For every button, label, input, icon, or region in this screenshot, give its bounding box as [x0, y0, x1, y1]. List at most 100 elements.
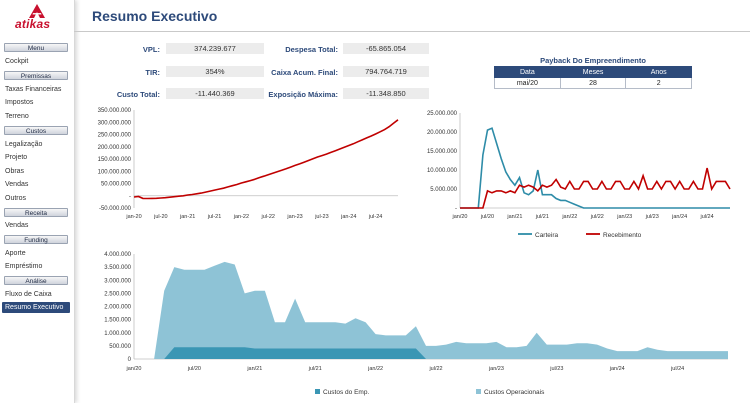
sidebar-section-funding[interactable]: Funding	[4, 235, 68, 244]
payback-title: Payback Do Empreendimento	[540, 56, 646, 65]
x-tick-label: jan/23	[616, 214, 632, 220]
y-tick-label: 15.000.000	[427, 149, 458, 155]
x-tick-label: jul/24	[670, 366, 684, 372]
sidebar-section-receita[interactable]: Receita	[4, 208, 68, 217]
y-tick-label: 300.000.000	[98, 120, 132, 126]
y-tick-label: 100.000.000	[98, 169, 132, 175]
y-tick-label: 2.500.000	[104, 291, 131, 297]
sidebar-item-resumo[interactable]: Resumo Executivo	[2, 302, 70, 313]
kpi-caixa-value: 794.764.719	[343, 66, 429, 77]
y-tick-label: 25.000.000	[427, 111, 458, 117]
y-tick-label: 350.000.000	[98, 108, 132, 114]
x-tick-label: jan/20	[126, 366, 142, 372]
sidebar-item-emprestimo[interactable]: Empréstimo	[5, 263, 43, 270]
sidebar-item-vendas-custos[interactable]: Vendas	[5, 181, 29, 188]
sidebar-item-projeto[interactable]: Projeto	[5, 154, 28, 161]
x-tick-label: jul-22	[261, 214, 275, 220]
x-tick-label: jul/23	[645, 214, 659, 220]
payback-cell-meses: 28	[559, 77, 627, 89]
x-tick-label: jan-24	[340, 214, 356, 220]
kpi-despesa-value: -65.865.054	[343, 43, 429, 54]
carteira-recebimento-chart: - 5.000.000 10.000.000 15.000.000 20.000.000…	[427, 111, 731, 239]
sidebar-item-outros[interactable]: Outros	[5, 195, 27, 202]
legend-custos-emp-label: Custos do Emp.	[323, 389, 369, 396]
y-tick-label: 0	[128, 357, 132, 363]
x-tick-label: jul/21	[535, 214, 549, 220]
x-tick-label: jul/20	[480, 214, 494, 220]
legend-custos-op-label: Custos Operacionais	[484, 389, 545, 396]
y-tick-label: 250.000.000	[98, 133, 132, 139]
sidebar-item-vendas-receita[interactable]: Vendas	[5, 222, 29, 229]
sidebar-section-custos[interactable]: Custos	[4, 126, 68, 135]
x-tick-label: jan-20	[125, 214, 141, 220]
header-divider	[74, 31, 750, 32]
series-line	[133, 119, 399, 200]
x-tick-label: jul/21	[308, 366, 322, 372]
kpi-tir-label: TIR:	[145, 68, 160, 77]
x-tick-label: jul/20	[187, 366, 201, 372]
legend-custos-emp-swatch	[315, 389, 320, 394]
legend-custos-op-swatch	[476, 389, 481, 394]
x-tick-label: jan/23	[488, 366, 504, 372]
y-tick-label: 1.500.000	[104, 318, 131, 324]
legend-recebimento-label: Recebimento	[603, 232, 642, 239]
legend-carteira-label: Carteira	[535, 232, 559, 239]
kpi-custo-label: Custo Total:	[116, 90, 160, 99]
x-tick-label: jan-23	[286, 214, 302, 220]
x-tick-label: jan-21	[179, 214, 195, 220]
kpi-caixa-label: Caixa Acum. Final:	[271, 68, 338, 77]
y-tick-label: 50.000.000	[101, 182, 132, 188]
y-tick-label: 1.000.000	[104, 331, 131, 337]
payback-header-anos: Anos	[625, 66, 692, 78]
series-line	[460, 127, 730, 209]
payback-cell-data: mai/20	[494, 77, 561, 89]
x-tick-label: jan/22	[367, 366, 383, 372]
y-tick-label: 2.000.000	[104, 305, 131, 311]
x-tick-label: jan/21	[246, 366, 262, 372]
y-tick-label: 500.000	[109, 344, 131, 350]
y-tick-label: 200.000.000	[98, 145, 132, 151]
atikas-logo-icon	[29, 4, 45, 18]
x-tick-label: jan/20	[452, 214, 468, 220]
sidebar-item-legalizacao[interactable]: Legalização	[5, 141, 43, 148]
sidebar-section-premissas[interactable]: Premissas	[4, 71, 68, 80]
sidebar-item-taxas[interactable]: Taxas Financeiras	[5, 86, 62, 93]
kpi-tir-value: 354%	[166, 66, 264, 77]
sidebar-item-fluxo[interactable]: Fluxo de Caixa	[5, 291, 52, 298]
x-tick-label: jul/24	[700, 214, 714, 220]
x-tick-label: jul/22	[428, 366, 442, 372]
x-tick-label: jul-23	[314, 214, 328, 220]
sidebar-item-cockpit[interactable]: Cockpit	[5, 58, 29, 65]
logo-text: atikas	[15, 17, 51, 31]
y-tick-label: 3.000.000	[104, 278, 131, 284]
kpi-exposicao-label: Exposição Máxima:	[268, 90, 338, 99]
y-tick-label: -	[129, 194, 131, 200]
sidebar-item-terreno[interactable]: Terreno	[5, 113, 29, 120]
kpi-vpl-label: VPL:	[142, 45, 160, 54]
sidebar-section-analise[interactable]: Análise	[4, 276, 68, 285]
y-tick-label: 3.500.000	[104, 265, 131, 271]
y-tick-label: 10.000.000	[427, 168, 458, 174]
page-title: Resumo Executivo	[92, 8, 218, 24]
y-tick-label: -	[455, 206, 457, 212]
x-tick-label: jul/22	[590, 214, 604, 220]
payback-header-meses: Meses	[559, 66, 627, 78]
x-tick-label: jul/23	[549, 366, 563, 372]
sidebar-item-aporte[interactable]: Aporte	[5, 250, 26, 257]
x-tick-label: jul-20	[153, 214, 167, 220]
payback-table: Data Meses Anos mai/20 28 2	[494, 66, 692, 89]
y-tick-label: 4.000.000	[104, 252, 131, 258]
x-tick-label: jan-22	[233, 214, 249, 220]
sidebar-item-impostos[interactable]: Impostos	[5, 99, 34, 106]
series-area	[134, 261, 728, 359]
x-tick-label: jan/21	[506, 214, 522, 220]
sidebar: atikas Menu Cockpit Premissas Taxas Fina…	[0, 0, 75, 403]
y-tick-label: 150.000.000	[98, 157, 132, 163]
payback-header-data: Data	[494, 66, 561, 78]
y-tick-label: 20.000.000	[427, 130, 458, 136]
x-tick-label: jul-21	[207, 214, 221, 220]
payback-cell-anos: 2	[625, 77, 692, 89]
sidebar-section-menu[interactable]: Menu	[4, 43, 68, 52]
x-tick-label: jul-24	[368, 214, 382, 220]
sidebar-item-obras[interactable]: Obras	[5, 168, 25, 175]
